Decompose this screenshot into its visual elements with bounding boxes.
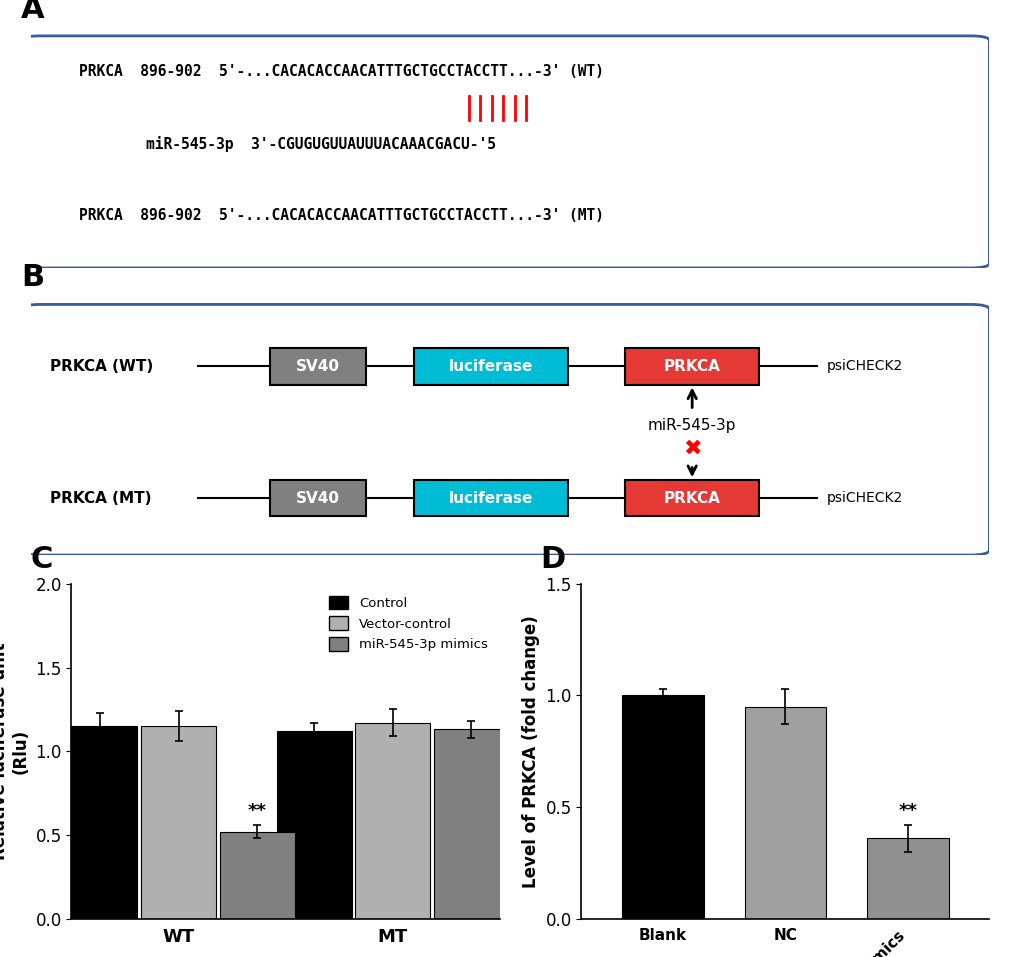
Y-axis label: Level of PRKCA (fold change): Level of PRKCA (fold change) [522,614,539,888]
Bar [355,723,430,919]
Text: PRKCA  896-902  5'-...CACACACCAACATTTGCTGCCTACCTT...-3' (MT): PRKCA 896-902 5'-...CACACACCAACATTTGCTGC… [78,208,603,223]
Text: SV40: SV40 [296,491,340,505]
Bar [276,731,352,919]
Legend: Control, Vector-control, miR-545-3p mimics: Control, Vector-control, miR-545-3p mimi… [323,590,493,657]
FancyBboxPatch shape [414,480,567,517]
Bar [866,838,948,919]
FancyBboxPatch shape [270,348,366,385]
Text: SV40: SV40 [296,359,340,374]
Bar [622,696,703,919]
Bar [744,706,825,919]
Text: PRKCA: PRKCA [663,491,719,505]
Text: PRKCA (MT): PRKCA (MT) [50,491,151,505]
FancyBboxPatch shape [21,304,988,555]
FancyBboxPatch shape [21,35,988,268]
Text: PRKCA  896-902  5'-...CACACACCAACATTTGCTGCCTACCTT...-3' (WT): PRKCA 896-902 5'-...CACACACCAACATTTGCTGC… [78,64,603,79]
FancyBboxPatch shape [625,348,758,385]
Bar [219,832,294,919]
Bar [141,726,216,919]
Y-axis label: Relative luciferase unit
(Rlu): Relative luciferase unit (Rlu) [0,642,30,860]
FancyBboxPatch shape [414,348,567,385]
Text: D: D [540,545,566,574]
Text: psiCHECK2: psiCHECK2 [825,491,902,505]
Text: luciferase: luciferase [448,359,533,374]
Text: psiCHECK2: psiCHECK2 [825,360,902,373]
Text: ✖: ✖ [682,439,701,459]
Text: PRKCA (WT): PRKCA (WT) [50,359,153,374]
Text: **: ** [248,802,266,820]
Text: B: B [21,262,44,292]
Text: PRKCA: PRKCA [663,359,719,374]
FancyBboxPatch shape [625,480,758,517]
Text: **: ** [898,803,916,820]
Text: miR-545-3p: miR-545-3p [647,418,736,434]
Text: C: C [31,545,53,574]
Text: miR-545-3p  3'-CGUGUGUUAUUUACAAACGACU-'5: miR-545-3p 3'-CGUGUGUUAUUUACAAACGACU-'5 [146,136,495,151]
Bar [62,726,138,919]
Text: luciferase: luciferase [448,491,533,505]
FancyBboxPatch shape [270,480,366,517]
Bar [433,729,508,919]
Text: A: A [21,0,45,24]
